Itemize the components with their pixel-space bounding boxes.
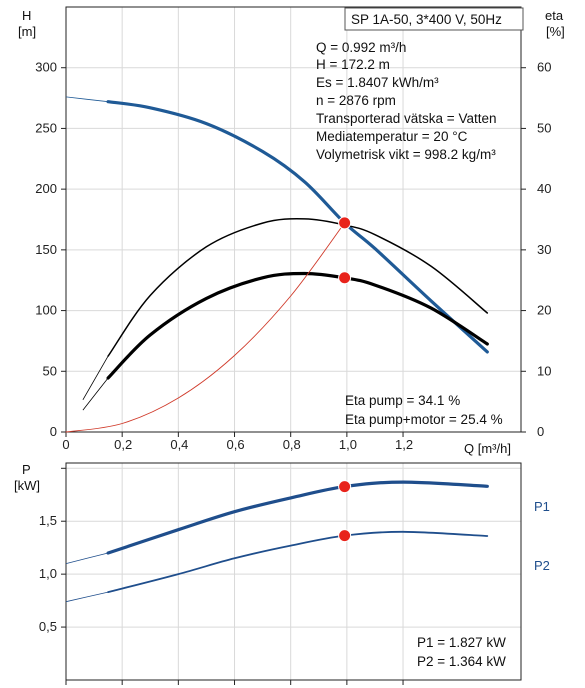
y2-tick-label: 60 bbox=[537, 60, 551, 75]
y-tick-label: 100 bbox=[35, 303, 57, 318]
annotation-liquid: Transporterad vätska = Vatten bbox=[316, 111, 496, 126]
eta-pump-note: Eta pump = 34.1 % bbox=[345, 393, 460, 408]
H-extension bbox=[65, 96, 109, 103]
duty-point-annotations: Q = 0.992 m³/h H = 172.2 m Es = 1.8407 k… bbox=[316, 40, 496, 162]
top-curves bbox=[65, 96, 489, 433]
p1-curve bbox=[106, 480, 489, 555]
bottom-curves bbox=[65, 480, 489, 603]
x-tick-label: 1,0 bbox=[339, 437, 357, 452]
H-curve bbox=[106, 100, 489, 354]
y-tick-label: 200 bbox=[35, 181, 57, 196]
operating-points bbox=[338, 216, 352, 543]
chart-title: SP 1A-50, 3*400 V, 50Hz bbox=[351, 12, 502, 27]
bottom-plot-frame bbox=[65, 462, 522, 681]
top-plot-frame bbox=[65, 6, 522, 433]
x-tick-label: 0,8 bbox=[283, 437, 301, 452]
eta-pump-motor-note: Eta pump+motor = 25.4 % bbox=[345, 412, 503, 427]
power-y-tick-label: 1,5 bbox=[39, 513, 57, 528]
y2-tick-label: 10 bbox=[537, 363, 551, 378]
annotation-h: H = 172.2 m bbox=[316, 57, 390, 72]
operating-point-marker bbox=[338, 216, 352, 230]
eta_pump_motor-extension bbox=[82, 377, 109, 411]
bottom-axis-ticks: 0,5 1,0 1,5 bbox=[39, 467, 404, 685]
power-operating-point-marker bbox=[338, 480, 352, 494]
power-y-tick-label: 0,5 bbox=[39, 619, 57, 634]
y2-tick-label: 30 bbox=[537, 242, 551, 257]
y2-axis-label-line2: [%] bbox=[546, 24, 565, 39]
y2-tick-label: 0 bbox=[537, 424, 544, 439]
top-axis-ticks: 0 0,2 0,4 0,6 0,8 1,0 1,2 0 50 100 150 200 250 300 0 10… bbox=[35, 60, 551, 452]
y2-tick-label: 40 bbox=[537, 181, 551, 196]
eta_pump_motor-curve bbox=[106, 271, 489, 380]
power-operating-point-marker bbox=[338, 529, 352, 543]
y2-tick-label: 50 bbox=[537, 120, 551, 135]
annotation-es: Es = 1.8407 kWh/m³ bbox=[316, 75, 439, 90]
power-y-tick-label: 1,0 bbox=[39, 566, 57, 581]
x-axis-label: Q [m³/h] bbox=[464, 441, 511, 456]
y-tick-label: 150 bbox=[35, 242, 57, 257]
y-tick-label: 250 bbox=[35, 120, 57, 135]
p2-series-label: P2 bbox=[534, 558, 550, 573]
x-tick-label: 0,4 bbox=[170, 437, 188, 452]
y-tick-label: 300 bbox=[35, 60, 57, 75]
system_curve-curve bbox=[65, 222, 346, 433]
annotation-q: Q = 0.992 m³/h bbox=[316, 40, 406, 55]
y2-axis-label-line1: eta bbox=[545, 8, 564, 23]
y-axis-label-line1: H bbox=[22, 8, 31, 23]
x-tick-label: 1,2 bbox=[395, 437, 413, 452]
x-tick-label: 0 bbox=[62, 437, 69, 452]
p2-value-note: P2 = 1.364 kW bbox=[417, 654, 506, 669]
y-tick-label: 0 bbox=[50, 424, 57, 439]
x-tick-label: 0,6 bbox=[227, 437, 245, 452]
p2-extension bbox=[65, 591, 109, 603]
x-tick-label: 0,2 bbox=[114, 437, 132, 452]
p1-series-label: P1 bbox=[534, 499, 550, 514]
p2-curve bbox=[107, 530, 489, 593]
y-tick-label: 50 bbox=[43, 363, 57, 378]
annotation-temperature: Mediatemperatur = 20 °C bbox=[316, 129, 468, 144]
power-axis-label-line2: [kW] bbox=[14, 478, 40, 493]
p1-value-note: P1 = 1.827 kW bbox=[417, 635, 506, 650]
y-axis-label-line2: [m] bbox=[18, 24, 36, 39]
p1-extension bbox=[65, 552, 109, 564]
power-axis-label-line1: P bbox=[22, 462, 31, 477]
eta_pump-curve bbox=[107, 218, 489, 357]
y2-tick-label: 20 bbox=[537, 303, 551, 318]
chart-title-box bbox=[344, 7, 524, 31]
annotation-n: n = 2876 rpm bbox=[316, 93, 396, 108]
eta_pump-extension bbox=[82, 355, 109, 400]
operating-point-marker bbox=[338, 271, 352, 285]
annotation-density: Volymetrisk vikt = 998.2 kg/m³ bbox=[316, 147, 496, 162]
